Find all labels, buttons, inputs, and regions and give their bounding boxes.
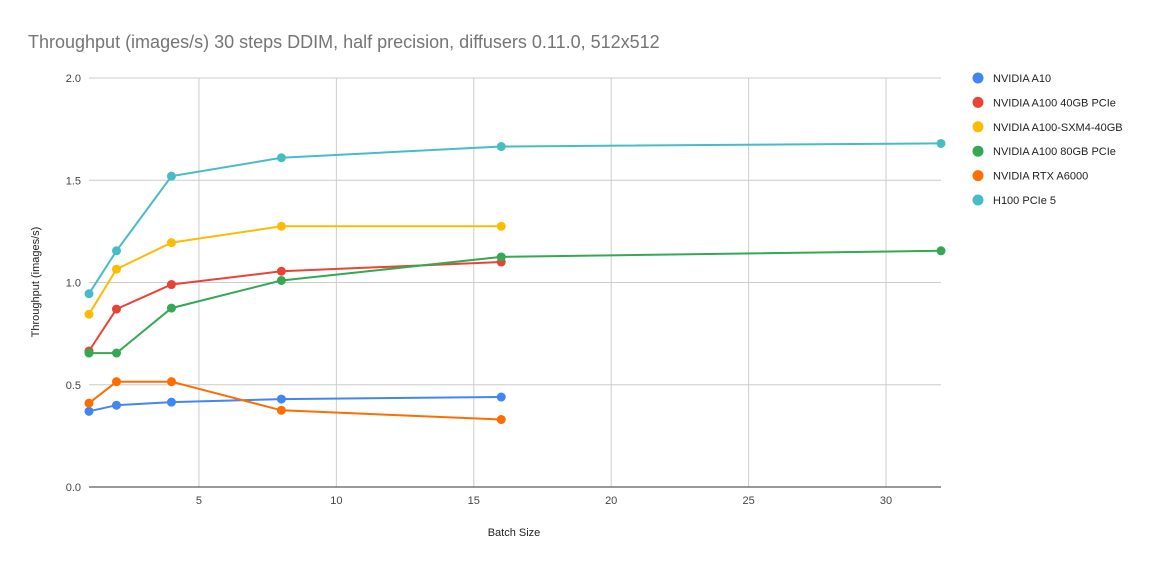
y-tick-label: 1.5	[66, 175, 81, 187]
series-layer	[84, 138, 946, 425]
series-line	[88, 380, 502, 421]
legend-marker	[972, 121, 984, 133]
series-line	[88, 142, 942, 295]
data-point	[936, 246, 946, 256]
data-point	[276, 266, 286, 276]
series-nvidia-rtx-a6000	[84, 377, 506, 425]
legend-item: NVIDIA A100-SXM4-40GB	[972, 121, 1123, 134]
legend-marker	[972, 72, 984, 84]
data-point	[166, 377, 176, 387]
legend-marker	[972, 145, 984, 157]
data-point	[166, 303, 176, 313]
data-point	[84, 406, 94, 416]
legend-label: NVIDIA RTX A6000	[993, 171, 1088, 183]
data-point	[111, 246, 121, 256]
data-point	[111, 264, 121, 274]
data-point	[84, 348, 94, 358]
data-point	[496, 415, 506, 425]
legend-marker	[972, 170, 984, 182]
data-point	[276, 394, 286, 404]
data-point	[276, 221, 286, 231]
y-axis-title: Throughput (images/s)	[30, 227, 42, 338]
series-nvidia-a100-40gb-pcie	[84, 257, 506, 356]
data-point	[166, 238, 176, 248]
legend-marker	[972, 96, 984, 108]
x-tick-label: 15	[468, 495, 480, 507]
data-point	[84, 398, 94, 408]
series-line	[88, 261, 502, 352]
series-nvidia-a100-80gb-pcie	[84, 246, 946, 358]
series-h100-pcie-5	[84, 138, 946, 299]
legend-label: NVIDIA A100 40GB PCIe	[993, 97, 1116, 109]
legend-item: NVIDIA A100 80GB PCIe	[972, 145, 1116, 158]
data-point	[496, 221, 506, 231]
series-nvidia-a10	[84, 392, 506, 416]
data-point	[276, 275, 286, 285]
data-point	[166, 280, 176, 290]
data-point	[936, 138, 946, 148]
legend-label: NVIDIA A100-SXM4-40GB	[993, 122, 1123, 134]
data-point	[276, 405, 286, 415]
legend-item: NVIDIA RTX A6000	[972, 170, 1088, 183]
data-point	[166, 397, 176, 407]
data-point	[496, 392, 506, 402]
data-point	[111, 377, 121, 387]
data-point	[496, 252, 506, 262]
data-point	[496, 142, 506, 152]
legend-item: H100 PCIe 5	[972, 194, 1056, 207]
data-point	[276, 153, 286, 163]
axes: 0.0 0.5 1.0 1.5 2.0 5 10 15 20 25 30	[66, 73, 941, 507]
x-tick-label: 10	[330, 495, 342, 507]
y-tick-label: 0.0	[66, 482, 81, 494]
x-tick-label: 30	[880, 495, 892, 507]
y-tick-label: 2.0	[66, 73, 81, 85]
y-tick-label: 0.5	[66, 380, 81, 392]
data-point	[111, 348, 121, 358]
x-tick-label: 5	[196, 495, 202, 507]
legend-marker	[972, 194, 984, 206]
x-axis-title: Batch Size	[488, 527, 541, 539]
legend-label: H100 PCIe 5	[993, 195, 1056, 207]
data-point	[111, 304, 121, 314]
series-nvidia-a100-sxm4-40gb	[84, 221, 506, 319]
series-line	[89, 249, 942, 355]
legend-label: NVIDIA A10	[993, 73, 1051, 85]
x-tick-label: 25	[742, 495, 754, 507]
series-line	[88, 396, 502, 413]
data-point	[111, 400, 121, 410]
legend-label: NVIDIA A100 80GB PCIe	[993, 146, 1116, 158]
data-point	[84, 309, 94, 319]
legend-item: NVIDIA A100 40GB PCIe	[972, 96, 1116, 109]
y-tick-label: 1.0	[66, 278, 81, 290]
chart-title: Throughput (images/s) 30 steps DDIM, hal…	[28, 32, 660, 52]
legend: NVIDIA A10 NVIDIA A100 40GB PCIe NVIDIA A1…	[972, 72, 1123, 207]
data-point	[166, 171, 176, 181]
gridlines	[89, 77, 941, 487]
legend-item: NVIDIA A10	[972, 72, 1051, 85]
data-point	[84, 289, 94, 299]
x-tick-label: 20	[605, 495, 617, 507]
